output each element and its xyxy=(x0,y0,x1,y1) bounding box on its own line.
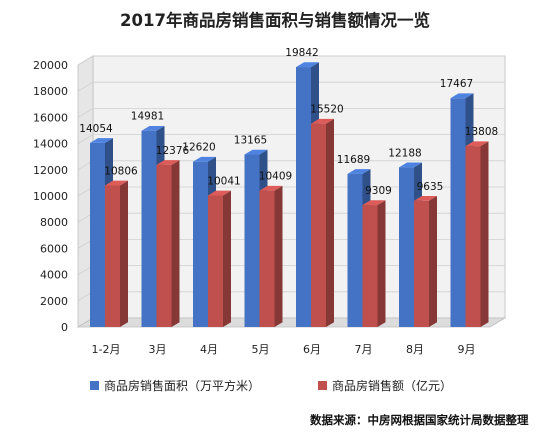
bar-sales-top xyxy=(208,190,231,196)
bar-area-front xyxy=(90,142,105,327)
bar-sales-side xyxy=(171,160,180,327)
legend: 商品房销售面积（万平方米） 商品房销售额（亿元） xyxy=(90,378,452,393)
data-label-sales: 9635 xyxy=(417,181,444,193)
bar-sales-side xyxy=(120,180,128,327)
bar-sales-front xyxy=(208,195,223,327)
y-tick-label: 4000 xyxy=(40,269,68,282)
legend-swatch-area xyxy=(90,381,99,390)
bar-sales xyxy=(156,160,180,327)
data-label-area: 11689 xyxy=(337,154,370,166)
bar-sales-top xyxy=(414,195,437,201)
source-note: 数据来源：中房网根据国家统计局数据整理 xyxy=(310,413,529,427)
bar-area-front xyxy=(244,154,260,327)
y-tick-label: 0 xyxy=(61,321,68,334)
bar-sales xyxy=(362,200,386,327)
y-tick-label: 8000 xyxy=(40,216,68,229)
y-tick-label: 10000 xyxy=(33,190,68,203)
x-tick-label: 4月 xyxy=(200,343,218,356)
bar-sales xyxy=(105,180,128,327)
bar-sales-front xyxy=(105,185,120,327)
gridline xyxy=(77,81,505,92)
bar-sales-top xyxy=(156,160,180,165)
bar-area-front xyxy=(399,167,414,327)
bar-sales-top xyxy=(259,185,283,191)
data-label-sales: 10409 xyxy=(259,171,292,183)
data-label-area: 12620 xyxy=(182,142,215,154)
data-label-area: 17467 xyxy=(440,78,473,90)
bar-sales xyxy=(311,118,334,327)
y-tick-label: 2000 xyxy=(40,295,68,308)
bar-sales-front xyxy=(465,146,481,327)
x-tick-label: 6月 xyxy=(303,343,321,356)
bar-sales xyxy=(259,185,283,327)
bar-sales-side xyxy=(326,118,334,327)
legend-label-area: 商品房销售面积（万平方米） xyxy=(104,378,260,393)
bar-area-front xyxy=(347,173,363,327)
data-label-sales: 10041 xyxy=(207,175,240,187)
y-tick-label: 18000 xyxy=(33,85,68,98)
bar-sales-side xyxy=(377,200,386,327)
y-tick-label: 12000 xyxy=(33,164,68,177)
data-label-area: 12188 xyxy=(388,147,421,159)
data-label-sales: 12376 xyxy=(156,145,190,157)
data-label-sales: 15520 xyxy=(310,104,343,116)
data-label-area: 14054 xyxy=(79,123,113,135)
bar-sales-front xyxy=(259,190,275,327)
bar-area-top xyxy=(90,138,113,143)
bar-sales-side xyxy=(274,185,283,327)
bar-area-front xyxy=(450,98,466,327)
gridline xyxy=(77,134,505,144)
bar-sales-side xyxy=(480,141,489,327)
bar-sales-top xyxy=(362,200,386,206)
x-tick-label: 1-2月 xyxy=(92,343,121,356)
bar-sales-front xyxy=(362,205,378,327)
bar-sales-front xyxy=(414,200,429,327)
bar-sales xyxy=(414,195,437,327)
bar-area-front xyxy=(193,161,208,327)
bar-area-top xyxy=(193,156,216,162)
x-tick-label: 7月 xyxy=(355,343,373,356)
bar-sales-top xyxy=(311,118,334,124)
bar-sales xyxy=(465,141,489,327)
bar-sales-front xyxy=(156,164,172,327)
x-tick-label: 3月 xyxy=(149,343,167,356)
data-label-sales: 13808 xyxy=(465,126,498,138)
bar-sales-side xyxy=(223,190,231,327)
x-tick-label: 9月 xyxy=(458,343,476,356)
data-label-sales: 10806 xyxy=(104,165,138,177)
y-tick-label: 20000 xyxy=(33,59,68,72)
bar-sales-side xyxy=(429,195,437,327)
x-tick-label: 5月 xyxy=(252,343,270,356)
gridline xyxy=(77,55,505,66)
bar-sales-top xyxy=(465,141,489,147)
chart-title: 2017年商品房销售面积与销售额情况一览 xyxy=(120,10,430,30)
gridline xyxy=(77,108,505,118)
bar-area-front xyxy=(296,67,311,328)
legend-label-sales: 商品房销售额（亿元） xyxy=(332,378,452,393)
bar-sales-top xyxy=(105,180,128,186)
bar-area-top xyxy=(450,93,474,99)
y-tick-label: 16000 xyxy=(33,111,68,124)
data-label-area: 14981 xyxy=(131,111,164,123)
bar-area-top xyxy=(141,125,165,131)
plot-area: 0 2000 4000 6000 8000 10000 12000 14000 16000 180… xyxy=(33,47,507,356)
bar-area-top xyxy=(399,162,422,168)
legend-swatch-sales xyxy=(318,381,327,390)
data-label-sales: 9309 xyxy=(365,185,392,197)
bar-area-front xyxy=(141,130,157,327)
bar-area-top xyxy=(347,169,371,174)
x-tick-label: 8月 xyxy=(406,343,424,356)
bar-area-top xyxy=(296,62,319,68)
data-label-area: 19842 xyxy=(285,47,318,59)
bar-sales xyxy=(208,190,231,327)
bar-area-top xyxy=(244,149,268,155)
y-tick-label: 14000 xyxy=(33,138,68,151)
data-label-area: 13165 xyxy=(234,135,267,147)
y-tick-label: 6000 xyxy=(40,242,68,255)
bar-sales-front xyxy=(311,123,326,327)
